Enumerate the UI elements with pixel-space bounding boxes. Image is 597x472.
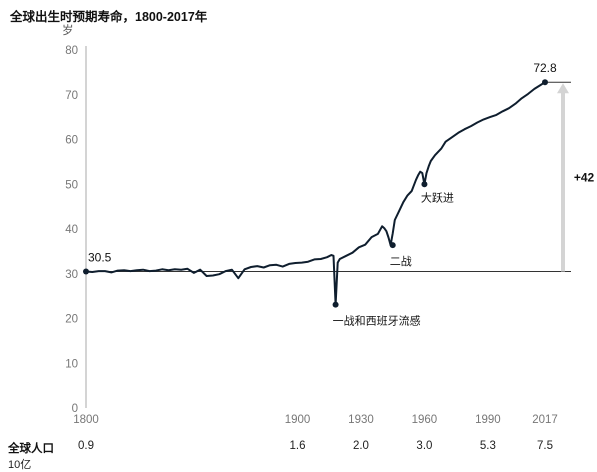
- life-expectancy-line: [85, 81, 546, 306]
- population-value: 7.5: [537, 440, 553, 452]
- population-value: 5.3: [479, 440, 496, 452]
- x-tick-label: 1930: [348, 414, 374, 426]
- y-tick-label: 0: [72, 403, 78, 415]
- population-value: 0.9: [78, 440, 94, 452]
- data-point-marker: [542, 79, 548, 86]
- x-tick-label: 1960: [412, 414, 438, 426]
- y-tick-label: 50: [65, 179, 78, 191]
- annotation-label: 大跃进: [421, 190, 454, 204]
- data-point-marker: [83, 268, 89, 275]
- data-point-marker: [421, 181, 428, 188]
- y-axis-unit: 岁: [62, 25, 74, 37]
- y-tick-label: 10: [65, 358, 78, 370]
- population-value: 1.6: [289, 440, 306, 452]
- y-tick-label: 40: [65, 224, 78, 236]
- x-tick-label: 1990: [475, 414, 501, 426]
- y-tick-label: 20: [65, 314, 78, 326]
- y-tick-label: 70: [65, 90, 78, 102]
- annotation-label: 30.5: [88, 251, 112, 265]
- y-tick-label: 80: [65, 45, 78, 57]
- chart-title: 全球出生时预期寿命，1800-2017年: [10, 10, 208, 24]
- gain-arrow-head: [557, 83, 569, 94]
- data-point-marker: [332, 301, 339, 308]
- population-value: 3.0: [416, 440, 433, 452]
- y-tick-label: 30: [65, 269, 78, 281]
- data-point-marker: [389, 242, 396, 249]
- annotation-label: 二战: [390, 255, 412, 268]
- annotation-label: 一战和西班牙流感: [333, 314, 421, 328]
- annotation-label: +42: [574, 171, 595, 185]
- population-value: 2.0: [352, 440, 369, 452]
- annotation-label: 72.8: [533, 61, 557, 75]
- population-label: 全球人口: [8, 443, 54, 455]
- x-tick-label: 2017: [532, 414, 558, 426]
- x-tick-label: 1900: [285, 414, 311, 426]
- y-tick-label: 60: [65, 135, 78, 147]
- x-tick-label: 1800: [73, 414, 99, 426]
- population-unit: 10亿: [8, 459, 32, 471]
